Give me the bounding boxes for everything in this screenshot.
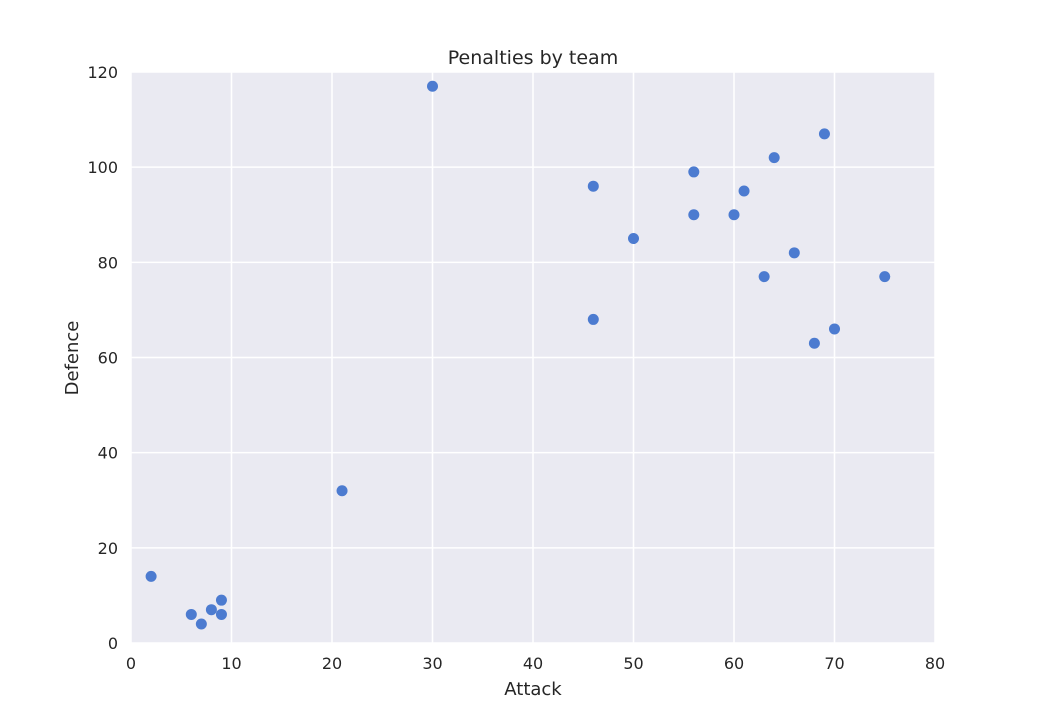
x-tick-label: 30 <box>422 654 442 673</box>
chart-title: Penalties by team <box>448 47 618 69</box>
y-tick-label: 120 <box>87 63 118 82</box>
data-point <box>688 166 700 178</box>
data-point <box>587 180 599 192</box>
y-tick-label: 40 <box>98 444 118 463</box>
data-point <box>758 271 770 283</box>
data-point <box>808 337 820 349</box>
x-tick-label: 10 <box>221 654 241 673</box>
data-point <box>818 128 830 140</box>
x-tick-label: 60 <box>724 654 744 673</box>
y-tick-label: 80 <box>98 253 118 272</box>
x-tick-label: 0 <box>126 654 136 673</box>
x-tick-label: 70 <box>824 654 844 673</box>
data-point <box>215 594 227 606</box>
data-point <box>205 604 217 616</box>
data-point <box>768 152 780 164</box>
x-tick-label: 20 <box>322 654 342 673</box>
y-axis-label: Defence <box>62 321 83 396</box>
data-point <box>145 570 157 582</box>
y-tick-label: 60 <box>98 349 118 368</box>
data-point <box>628 233 639 245</box>
x-tick-label: 80 <box>925 654 945 673</box>
data-point <box>336 485 348 497</box>
data-point <box>738 185 750 197</box>
y-tick-labels: 0 20 40 60 80 100 120 <box>87 63 118 653</box>
data-point <box>829 323 840 335</box>
x-axis-label: Attack <box>504 679 562 700</box>
data-point <box>728 209 740 221</box>
data-points <box>145 80 891 630</box>
data-point <box>688 209 700 221</box>
data-point <box>195 618 207 630</box>
data-point <box>427 80 438 92</box>
x-tick-labels: 0 10 20 30 40 50 60 70 80 <box>126 654 945 673</box>
data-point <box>185 608 197 620</box>
x-tick-label: 50 <box>623 654 643 673</box>
y-tick-label: 0 <box>108 634 118 653</box>
y-tick-label: 100 <box>87 158 118 177</box>
data-point <box>788 247 800 259</box>
data-point <box>215 608 227 620</box>
x-tick-label: 40 <box>523 654 543 673</box>
y-tick-label: 20 <box>98 539 118 558</box>
data-point <box>879 271 891 283</box>
grid-lines <box>130 71 936 644</box>
data-point <box>587 313 599 325</box>
